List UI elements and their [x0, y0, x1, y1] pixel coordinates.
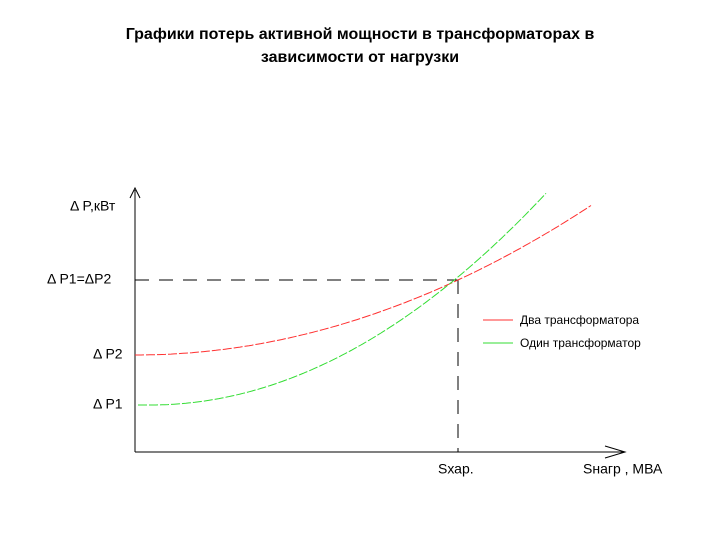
y-mark-label: Δ P1=ΔP2: [47, 271, 111, 287]
curve-two-transformers: [135, 205, 592, 356]
y-mark-label: Δ P2: [93, 346, 123, 362]
y-axis-label: Δ P,кВт: [70, 198, 116, 214]
legend-label: Один трансформатор: [520, 336, 641, 350]
x-axis-label: Sнагр , МВА: [583, 461, 663, 477]
axes: [129, 186, 627, 459]
title-line: зависимости от нагрузки: [261, 49, 459, 66]
x-arrow: [604, 445, 627, 459]
curve-one-transformer: [138, 192, 547, 406]
y-mark-label: Δ P1: [93, 396, 123, 412]
legend-label: Два трансформатора: [520, 313, 639, 327]
title-line: Графики потерь активной мощности в транс…: [126, 26, 595, 43]
x-mark-label: Sхар.: [438, 461, 474, 477]
y-arrow: [129, 186, 141, 199]
